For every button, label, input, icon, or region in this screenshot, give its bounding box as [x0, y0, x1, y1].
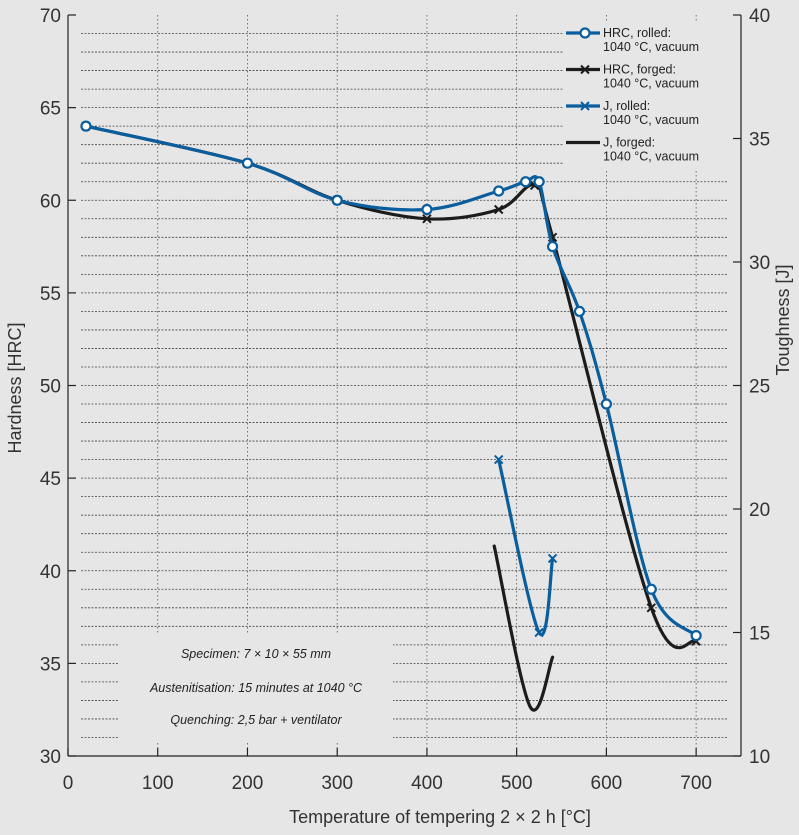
series-2-point [494, 204, 504, 215]
series-1-point [573, 305, 586, 317]
legend-label: 1040 °C, vacuum [603, 150, 699, 164]
series-1-point [421, 203, 433, 216]
legend-label: J, rolled: [603, 99, 650, 113]
x-tick-label: 400 [411, 773, 443, 794]
series-4 [492, 544, 555, 712]
series-1-point [600, 398, 613, 410]
legend-label: 1040 °C, vacuum [603, 113, 699, 127]
series-1-point [493, 185, 505, 197]
x-tick-label: 0 [63, 773, 74, 794]
series-3-point [547, 553, 558, 564]
y-tick-label: 35 [40, 654, 61, 675]
y-tick-label: 60 [40, 191, 61, 212]
legend-label: HRC, rolled: [603, 26, 671, 40]
legend-item-1: HRC, rolled:1040 °C, vacuum [566, 26, 699, 54]
annotation-specimen: Specimen: 7 × 10 × 55 mm [181, 647, 331, 661]
grid [81, 15, 727, 756]
legend-swatch-marker [580, 64, 590, 75]
y2-tick-label: 20 [749, 500, 770, 521]
series-2-point [646, 603, 656, 613]
series-1-point [645, 583, 657, 595]
annotation-quenching: Quenching: 2,5 bar + ventilator [170, 713, 342, 727]
legend-label: HRC, forged: [603, 63, 676, 77]
series-1-point [241, 157, 254, 169]
x-tick-label: 300 [321, 773, 353, 794]
legend-item-3: J, rolled:1040 °C, vacuum [566, 99, 699, 127]
series-1-line [84, 124, 698, 638]
y-tick-label: 45 [40, 469, 61, 490]
series-3-point [534, 627, 544, 638]
series-3-point [494, 454, 504, 465]
y2-tick-label: 35 [749, 130, 770, 151]
axes [67, 14, 742, 757]
y2-tick-label: 25 [749, 377, 770, 398]
y-tick-label: 30 [40, 747, 61, 768]
legend-item-4: J, forged:1040 °C, vacuum [566, 136, 699, 164]
tick-labels: 0 100 200 300 400 500 600 700 30 35 40 45 50 55 60 65 70… [40, 6, 770, 794]
series-1 [80, 120, 702, 642]
series-1-point [520, 176, 532, 188]
legend-item-2: HRC, forged:1040 °C, vacuum [566, 63, 699, 91]
x-tick-label: 600 [591, 773, 623, 794]
annotation-box: Specimen: 7 × 10 × 55 mm Austenitisation… [118, 635, 393, 741]
series-3 [494, 454, 558, 638]
series-1-point [533, 176, 545, 188]
y-tick-label: 50 [40, 377, 61, 398]
legend-label: 1040 °C, vacuum [603, 40, 699, 54]
legend-label: 1040 °C, vacuum [603, 77, 699, 91]
series-1-point [331, 194, 343, 206]
x-axis-title: Temperature of tempering 2 × 2 h [°C] [289, 807, 591, 827]
legend-label: J, forged: [603, 136, 655, 150]
y2-tick-label: 15 [749, 624, 770, 645]
y-tick-label: 65 [40, 99, 61, 120]
y-tick-label: 70 [40, 6, 61, 27]
y2-tick-label: 30 [749, 253, 770, 274]
y2-tick-label: 10 [749, 747, 770, 768]
legend-swatch-marker [579, 27, 591, 39]
x-tick-label: 700 [680, 773, 712, 794]
x-tick-label: 200 [232, 773, 264, 794]
series-1-point [546, 240, 559, 253]
x-tick-label: 100 [142, 773, 174, 794]
series-2-point [422, 214, 432, 224]
y-tick-label: 55 [40, 284, 61, 305]
annotation-austenitisation: Austenitisation: 15 minutes at 1040 °C [149, 681, 363, 695]
series-layer [80, 120, 702, 712]
y2-tick-label: 40 [749, 6, 770, 27]
series-4-line [492, 544, 555, 712]
series-1-point [80, 120, 92, 132]
y-axis-title: Hardness [HRC] [5, 322, 25, 453]
y2-axis-title: Toughness [J] [773, 264, 793, 375]
annotation-background [118, 635, 393, 741]
series-1-point [690, 629, 702, 642]
y-tick-label: 40 [40, 562, 61, 583]
x-tick-label: 500 [501, 773, 533, 794]
legend-swatch-marker [580, 101, 590, 111]
legend-background [563, 21, 728, 171]
series-3-line [497, 458, 555, 637]
